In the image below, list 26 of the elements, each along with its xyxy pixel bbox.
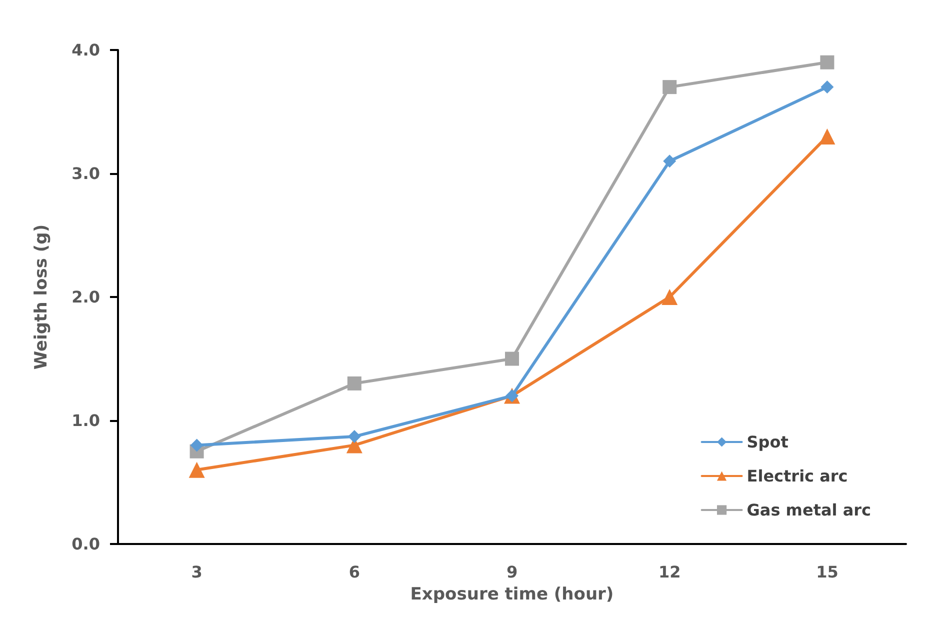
point — [348, 430, 361, 444]
x-tick-label: 6 — [348, 562, 360, 582]
y-tick-label: 0.0 — [72, 534, 100, 554]
x-tick-label: 15 — [816, 562, 838, 582]
legend-label: Spot — [746, 432, 789, 452]
x-tick-label: 12 — [658, 562, 681, 582]
point — [819, 128, 836, 144]
y-tick-label: 1.0 — [72, 411, 100, 430]
legend-label: Gas metal arc — [746, 500, 871, 520]
y-tick-label: 3.0 — [72, 164, 100, 183]
x-tick-label: 3 — [191, 562, 202, 582]
point — [820, 55, 834, 70]
point — [188, 462, 205, 478]
y-axis-title: Weigth loss (g) — [32, 224, 52, 370]
x-tick-label: 9 — [506, 562, 518, 582]
legend-label: Electric arc — [746, 466, 848, 486]
y-tick-label: 2.0 — [72, 288, 100, 306]
point — [663, 154, 676, 168]
point — [190, 438, 204, 452]
y-tick-label: 4.0 — [72, 40, 100, 60]
point — [662, 80, 677, 94]
point — [820, 80, 834, 94]
point — [505, 352, 519, 366]
point — [662, 289, 678, 305]
point — [347, 376, 362, 390]
x-axis-title: Exposure time (hour) — [410, 584, 614, 604]
